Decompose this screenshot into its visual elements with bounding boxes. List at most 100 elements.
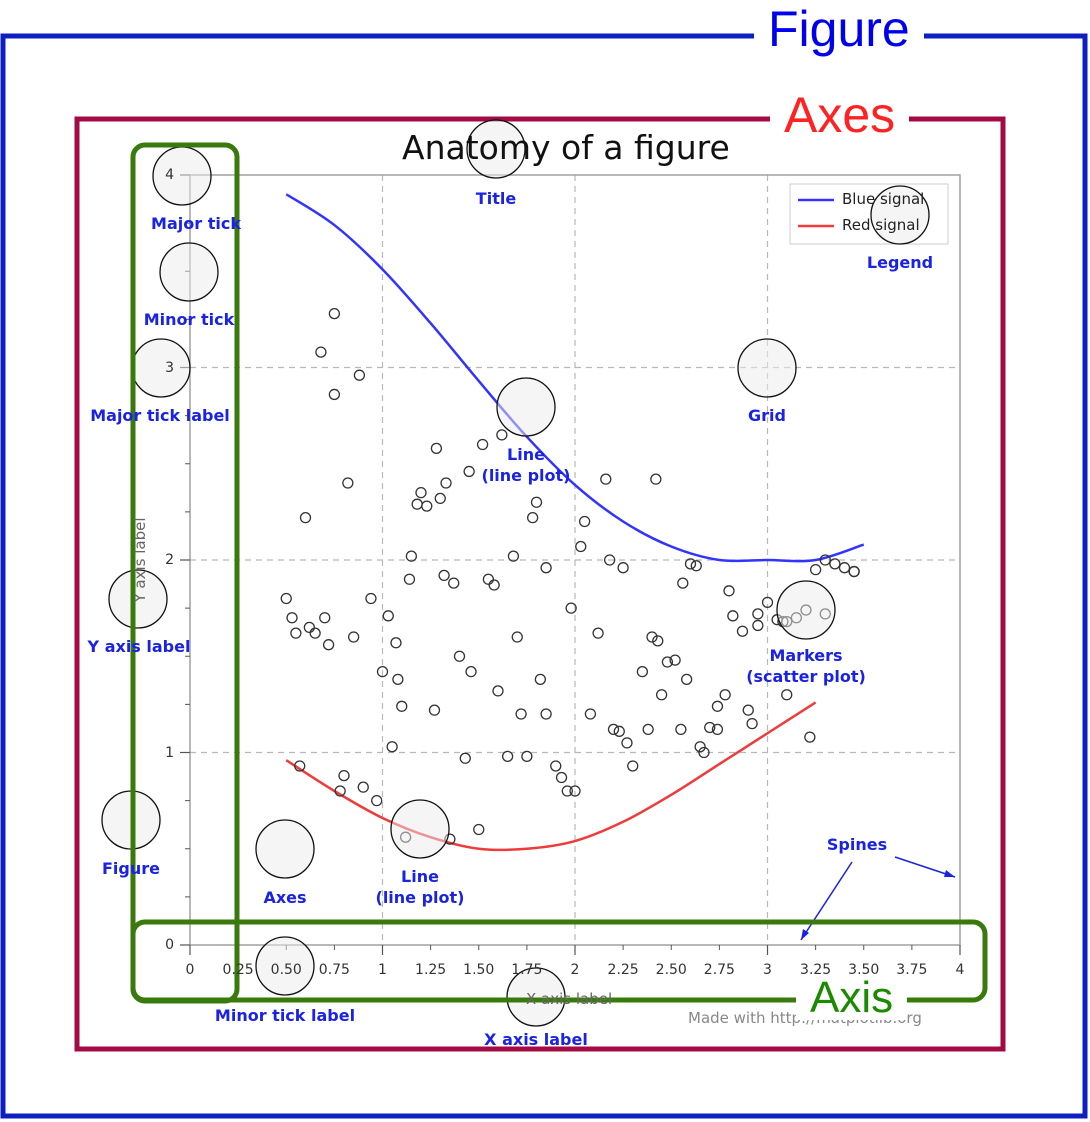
axis-frame-label: Axis [796, 976, 908, 1020]
scatter-point [376, 666, 389, 678]
scatter-point [482, 573, 495, 585]
scatter-point [604, 554, 616, 566]
scatter-point [848, 565, 860, 578]
scatter-point [675, 723, 687, 736]
scatter-point [711, 700, 724, 712]
y-major-tick-label: 2 [165, 552, 174, 568]
annotation-circle-major-tick [152, 146, 212, 206]
x-axis-frame [130, 919, 988, 1003]
scatter-point [415, 486, 427, 499]
x-minor-tick-label: 1.25 [415, 962, 447, 978]
scatter-point [492, 685, 504, 697]
scatter-point [453, 650, 466, 662]
x-major-tick-label: 0 [185, 962, 195, 978]
scatter-point [334, 785, 346, 797]
annotation-circle-y-axis-label [108, 569, 168, 629]
axes-frame [74, 116, 1006, 1052]
x-major-tick-label: 2 [570, 962, 580, 978]
scatter-point [561, 785, 573, 797]
scatter-point [727, 610, 739, 622]
annotation-circle-minor-tick-label [255, 936, 315, 996]
scatter-point [515, 708, 527, 720]
scatter-point [440, 477, 452, 489]
annotation-y-axis-label: Y axis label [87, 637, 191, 656]
annotation-title: Title [475, 189, 517, 208]
scatter-point [496, 429, 508, 441]
scatter-point [294, 760, 306, 772]
annotation-figure: Figure [102, 859, 160, 878]
scatter-point [617, 562, 629, 574]
x-minor-tick-label: 3.25 [800, 962, 832, 978]
scatter-point [411, 498, 423, 510]
scatter-point [392, 673, 404, 685]
scatter-point [299, 512, 312, 524]
annotation-circle-title [466, 119, 526, 179]
scatter-point [646, 631, 658, 643]
spine-arrow-bottom [800, 861, 853, 941]
annotation-markers: Markers (scatter plot) [746, 646, 866, 686]
y-major-tick-label: 1 [165, 744, 174, 761]
x-major-tick-label: 4 [955, 962, 965, 978]
scatter-point [448, 577, 460, 589]
scatter-point [365, 592, 377, 605]
annotation-circle-minor-tick [159, 242, 219, 302]
spines-arrows [800, 856, 956, 941]
x-minor-tick-label: 0.25 [222, 962, 254, 978]
scatter-point [704, 721, 716, 734]
line-series [285, 193, 865, 852]
scatter-point [328, 388, 341, 401]
annotation-major-tick: Major tick [151, 214, 241, 233]
annotation-line-lower: Line (line plot) [375, 867, 465, 907]
scatter-point [390, 637, 402, 649]
scatter-point [347, 631, 360, 643]
scatter-point [684, 558, 697, 570]
scatter-point [342, 477, 354, 489]
scatter-point [627, 760, 639, 772]
x-major-tick-label: 3 [763, 962, 772, 978]
scatter-point [555, 771, 568, 784]
scatter-point [669, 654, 681, 666]
annotation-circle-major-tick-label [131, 338, 191, 398]
scatter-point [650, 473, 662, 485]
scatter-point [463, 465, 475, 478]
scatter-point [600, 473, 612, 485]
x-minor-tick-label: 1.75 [511, 962, 543, 978]
scatter-point [711, 723, 724, 736]
scatter-point [540, 708, 552, 720]
scatter-point [742, 704, 754, 716]
scatter-point [465, 666, 477, 678]
scatter-point [690, 560, 702, 572]
scatter-point [698, 746, 710, 759]
scatter-point [661, 656, 674, 668]
y-axis-title: Y axis label [131, 517, 149, 603]
x-axis-title: X axis label [526, 990, 613, 1008]
scatter-point [290, 627, 302, 639]
x-minor-tick-label: 3.50 [848, 962, 880, 978]
figure-frame-label: Figure [754, 4, 924, 54]
scatter-point [642, 723, 654, 736]
scatter-point [328, 307, 341, 320]
scatter-point [636, 666, 649, 678]
scatter-point [746, 717, 758, 730]
scatter-point [621, 737, 633, 749]
scatter-point [405, 550, 418, 562]
scatter-point [319, 612, 331, 624]
scatter-point [459, 752, 471, 764]
scatter-point [584, 708, 597, 720]
scatter-point [530, 496, 543, 508]
spine-arrowhead-right [944, 870, 955, 877]
legend-label-red: Red signal [842, 216, 920, 234]
scatter-point [681, 673, 693, 685]
scatter-point [428, 704, 441, 716]
x-minor-tick-label: 3.75 [896, 962, 928, 978]
scatter-point [569, 785, 581, 797]
annotation-circle-line-upper [496, 377, 556, 437]
x-minor-tick-label: 2.25 [607, 962, 639, 978]
annotation-circle-legend [870, 185, 930, 245]
legend-label-blue: Blue signal [842, 190, 925, 208]
annotation-circle-axes [255, 819, 315, 879]
scatter-point [501, 750, 514, 762]
scatter-point [322, 639, 335, 651]
scatter-point [613, 725, 625, 737]
